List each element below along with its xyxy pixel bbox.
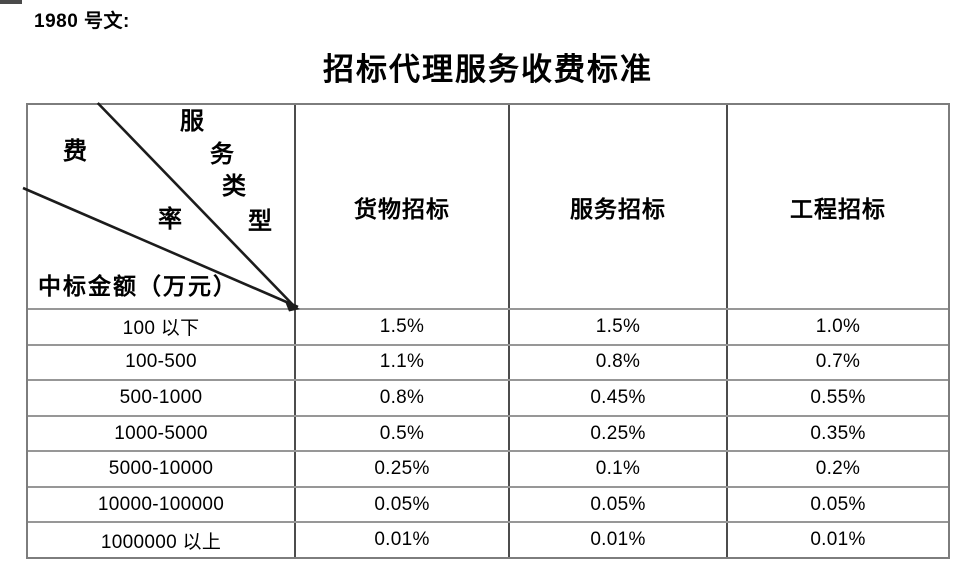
row-label: 100 以下 [28, 310, 296, 344]
fee-value: 1.0% [815, 315, 861, 337]
fee-value: 0.45% [510, 381, 728, 415]
screen-edge-artifact [0, 0, 22, 4]
table-row: 500-1000 0.8% 0.45% 0.55% [28, 381, 948, 417]
row-label: 5000-10000 [28, 452, 296, 486]
table-row: 100 以下 1.5% 1.5% 1.0% [28, 310, 948, 346]
page-title: 招标代理服务收费标准 [323, 52, 653, 87]
fee-value: 0.8% [510, 345, 728, 380]
fee-value: 0.25% [510, 416, 728, 451]
doc-reference: 1980 号文: [34, 11, 130, 32]
corner-amount-label: 中标金额（万元） [38, 274, 238, 299]
corner-rate-char: 率 [158, 207, 182, 233]
fee-value: 1.5% [296, 310, 510, 344]
table-row: 100-500 1.1% 0.8% 0.7% [28, 345, 948, 382]
table-row: 1000-5000 0.5% 0.25% 0.35% [28, 416, 948, 453]
table-row: 5000-10000 0.25% 0.1% 0.2% [28, 452, 948, 488]
row-label: 100-500 [28, 345, 296, 380]
corner-service-type-char-2: 务 [210, 142, 234, 168]
corner-service-type-char-1: 服 [180, 109, 204, 135]
fee-table: 服 务 类 型 费 率 中标金额（万元） 货物招标 服务招标 工程招标 100 … [22, 102, 950, 559]
row-label: 500-1000 [28, 381, 296, 415]
fee-value: 0.1% [510, 452, 728, 486]
table-header-row: 服 务 类 型 费 率 中标金额（万元） 货物招标 服务招标 工程招标 [22, 102, 948, 312]
row-label: 10000-100000 [28, 487, 296, 522]
fee-value: 0.25% [296, 452, 510, 486]
column-header-services-bidding: 服务招标 [510, 105, 728, 308]
fee-value: 0.01% [296, 523, 510, 558]
fee-value: 0.5% [296, 416, 510, 451]
column-header-goods-bidding: 货物招标 [296, 105, 510, 308]
fee-value: 1.1% [296, 345, 510, 380]
fee-value: 0.7% [815, 351, 861, 373]
table-row: 1000000 以上 0.01% 0.01% 0.01% [28, 523, 948, 558]
corner-service-type-char-3: 类 [222, 174, 246, 200]
fee-value: 0.01% [810, 529, 866, 551]
fee-value: 0.05% [510, 487, 728, 522]
diagonal-arrow-tip [285, 301, 300, 312]
corner-fee-char: 费 [63, 139, 87, 165]
fee-value: 0.05% [810, 493, 866, 515]
corner-service-type-char-4: 型 [248, 209, 272, 235]
table-row: 10000-100000 0.05% 0.05% 0.05% [28, 487, 948, 524]
table-corner-cell: 服 务 类 型 费 率 中标金额（万元） [22, 102, 300, 312]
diagonal-divider-lines [22, 102, 300, 312]
fee-value: 0.05% [296, 487, 510, 522]
row-label: 1000-5000 [28, 416, 296, 451]
row-label: 1000000 以上 [28, 523, 296, 558]
fee-value: 1.5% [510, 310, 728, 344]
fee-value: 0.01% [510, 523, 728, 558]
fee-value: 0.35% [810, 422, 866, 444]
fee-value: 0.8% [296, 381, 510, 415]
column-header-works-bidding: 工程招标 [790, 196, 886, 222]
fee-value: 0.55% [810, 386, 866, 408]
fee-value: 0.2% [815, 458, 861, 480]
